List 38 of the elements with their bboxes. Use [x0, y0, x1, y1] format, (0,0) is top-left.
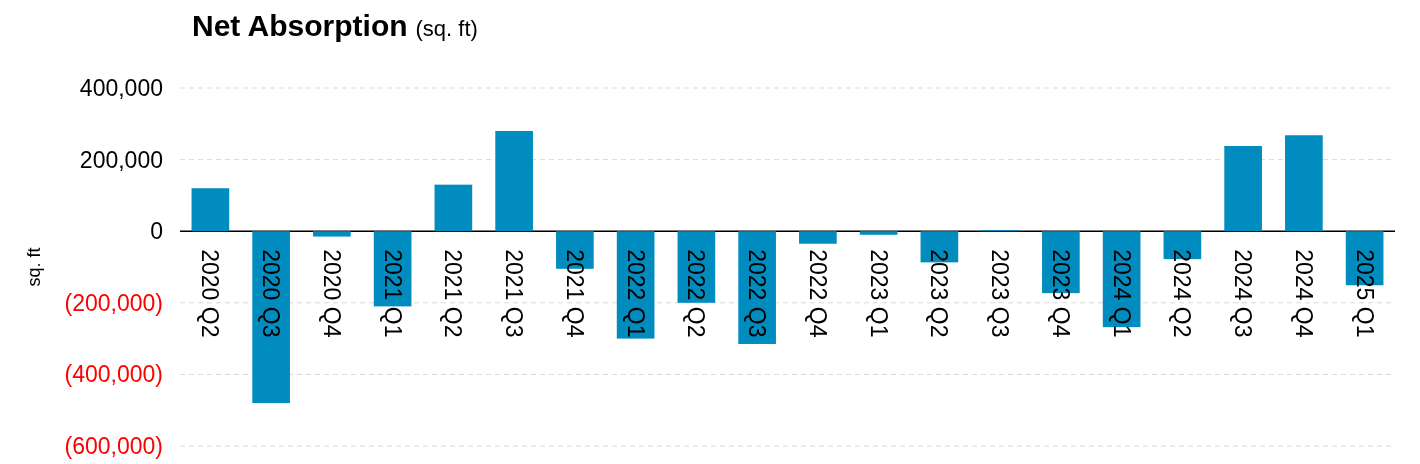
x-tick-label: 2021 Q2	[440, 249, 467, 338]
x-tick-label: 2023 Q1	[865, 249, 892, 338]
bar	[799, 231, 837, 244]
y-tick-label: (400,000)	[64, 361, 163, 388]
x-tick-label: 2025 Q1	[1351, 249, 1378, 338]
bar	[313, 231, 351, 237]
x-tick-label: 2022 Q1	[622, 249, 649, 338]
y-tick-label: 400,000	[79, 75, 163, 102]
y-tick-label: (600,000)	[64, 433, 163, 460]
bar	[434, 184, 473, 232]
x-tick-label: 2023 Q3	[987, 249, 1014, 338]
x-tick-label: 2024 Q3	[1230, 249, 1257, 338]
y-tick-label: 200,000	[79, 146, 163, 173]
x-tick-label: 2021 Q3	[501, 249, 528, 338]
chart-title: Net Absorption	[192, 9, 408, 42]
bar	[495, 130, 533, 232]
bar	[252, 231, 290, 404]
x-tick-label: 2020 Q4	[318, 249, 345, 338]
bar	[191, 188, 230, 232]
x-tick-label: 2024 Q1	[1108, 249, 1135, 338]
y-axis-title: sq. ft	[24, 247, 44, 287]
x-tick-label: 2021 Q1	[379, 249, 406, 338]
bar	[859, 231, 898, 235]
y-tick-label: (200,000)	[64, 289, 163, 316]
x-tick-label: 2020 Q3	[258, 249, 285, 338]
x-tick-label: 2022 Q2	[683, 249, 710, 338]
x-tick-label: 2022 Q4	[804, 249, 831, 338]
bar	[1224, 146, 1262, 232]
x-tick-label: 2024 Q4	[1290, 249, 1317, 338]
bar	[1285, 135, 1323, 232]
x-tick-label: 2020 Q2	[197, 249, 224, 338]
y-tick-label: 0	[150, 218, 163, 245]
x-tick-label: 2023 Q2	[926, 249, 953, 338]
x-tick-label: 2024 Q2	[1169, 249, 1196, 338]
chart-subtitle: (sq. ft)	[415, 16, 478, 41]
x-tick-label: 2021 Q4	[561, 249, 588, 338]
x-tick-label: 2022 Q3	[744, 249, 771, 338]
x-tick-label: 2023 Q4	[1047, 249, 1074, 338]
